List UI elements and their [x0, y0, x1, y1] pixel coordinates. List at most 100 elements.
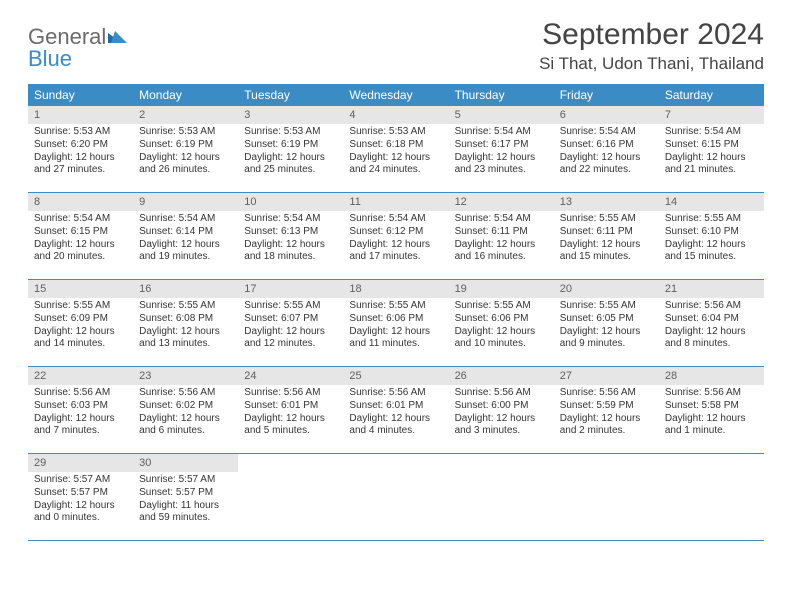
weekday-header: Tuesday	[238, 84, 343, 106]
daylight-text-line2: and 59 minutes.	[139, 512, 232, 525]
daylight-text-line2: and 27 minutes.	[34, 164, 127, 177]
daylight-text-line2: and 22 minutes.	[560, 164, 653, 177]
daylight-text-line1: Daylight: 12 hours	[665, 239, 758, 252]
brand-logo: GeneralBlue	[28, 18, 128, 72]
calendar-week: 1Sunrise: 5:53 AMSunset: 6:20 PMDaylight…	[28, 106, 764, 193]
sunrise-text: Sunrise: 5:55 AM	[349, 300, 442, 313]
calendar-day: 13Sunrise: 5:55 AMSunset: 6:11 PMDayligh…	[554, 193, 659, 279]
daylight-text-line2: and 4 minutes.	[349, 425, 442, 438]
weekday-header: Monday	[133, 84, 238, 106]
sunset-text: Sunset: 6:16 PM	[560, 139, 653, 152]
day-number: 24	[238, 367, 343, 385]
daylight-text-line1: Daylight: 12 hours	[244, 152, 337, 165]
day-number: 3	[238, 106, 343, 124]
calendar-day: 20Sunrise: 5:55 AMSunset: 6:05 PMDayligh…	[554, 280, 659, 366]
sunrise-text: Sunrise: 5:54 AM	[455, 213, 548, 226]
daylight-text-line2: and 8 minutes.	[665, 338, 758, 351]
daylight-text-line2: and 9 minutes.	[560, 338, 653, 351]
sunset-text: Sunset: 6:08 PM	[139, 313, 232, 326]
day-details: Sunrise: 5:56 AMSunset: 6:04 PMDaylight:…	[659, 300, 764, 355]
day-details: Sunrise: 5:56 AMSunset: 6:00 PMDaylight:…	[449, 387, 554, 442]
day-number: 12	[449, 193, 554, 211]
sunset-text: Sunset: 6:05 PM	[560, 313, 653, 326]
day-number: 20	[554, 280, 659, 298]
daylight-text-line1: Daylight: 12 hours	[665, 413, 758, 426]
sunset-text: Sunset: 5:59 PM	[560, 400, 653, 413]
daylight-text-line2: and 12 minutes.	[244, 338, 337, 351]
sunrise-text: Sunrise: 5:53 AM	[244, 126, 337, 139]
calendar-day: 16Sunrise: 5:55 AMSunset: 6:08 PMDayligh…	[133, 280, 238, 366]
daylight-text-line2: and 23 minutes.	[455, 164, 548, 177]
location-subtitle: Si That, Udon Thani, Thailand	[539, 54, 764, 74]
sunrise-text: Sunrise: 5:54 AM	[34, 213, 127, 226]
daylight-text-line2: and 7 minutes.	[34, 425, 127, 438]
daylight-text-line2: and 2 minutes.	[560, 425, 653, 438]
day-details: Sunrise: 5:53 AMSunset: 6:18 PMDaylight:…	[343, 126, 448, 181]
sunrise-text: Sunrise: 5:54 AM	[560, 126, 653, 139]
daylight-text-line1: Daylight: 12 hours	[560, 239, 653, 252]
calendar-day	[343, 454, 448, 540]
sunset-text: Sunset: 6:12 PM	[349, 226, 442, 239]
sunset-text: Sunset: 6:15 PM	[34, 226, 127, 239]
daylight-text-line2: and 11 minutes.	[349, 338, 442, 351]
sunrise-text: Sunrise: 5:55 AM	[560, 213, 653, 226]
calendar-day: 29Sunrise: 5:57 AMSunset: 5:57 PMDayligh…	[28, 454, 133, 540]
calendar-day: 14Sunrise: 5:55 AMSunset: 6:10 PMDayligh…	[659, 193, 764, 279]
sunset-text: Sunset: 6:01 PM	[349, 400, 442, 413]
day-details: Sunrise: 5:56 AMSunset: 6:03 PMDaylight:…	[28, 387, 133, 442]
day-number: 23	[133, 367, 238, 385]
calendar-week: 15Sunrise: 5:55 AMSunset: 6:09 PMDayligh…	[28, 280, 764, 367]
page: GeneralBlue September 2024 Si That, Udon…	[0, 0, 792, 541]
daylight-text-line2: and 1 minute.	[665, 425, 758, 438]
day-number: 19	[449, 280, 554, 298]
weekday-header: Wednesday	[343, 84, 448, 106]
sunset-text: Sunset: 6:11 PM	[455, 226, 548, 239]
day-number: 26	[449, 367, 554, 385]
day-details: Sunrise: 5:54 AMSunset: 6:15 PMDaylight:…	[28, 213, 133, 268]
calendar-day	[659, 454, 764, 540]
calendar-day: 5Sunrise: 5:54 AMSunset: 6:17 PMDaylight…	[449, 106, 554, 192]
daylight-text-line1: Daylight: 12 hours	[455, 413, 548, 426]
calendar-day: 22Sunrise: 5:56 AMSunset: 6:03 PMDayligh…	[28, 367, 133, 453]
day-details: Sunrise: 5:55 AMSunset: 6:10 PMDaylight:…	[659, 213, 764, 268]
sunset-text: Sunset: 6:00 PM	[455, 400, 548, 413]
daylight-text-line2: and 15 minutes.	[665, 251, 758, 264]
sunset-text: Sunset: 6:10 PM	[665, 226, 758, 239]
daylight-text-line1: Daylight: 12 hours	[34, 500, 127, 513]
day-details: Sunrise: 5:57 AMSunset: 5:57 PMDaylight:…	[28, 474, 133, 529]
calendar-day: 30Sunrise: 5:57 AMSunset: 5:57 PMDayligh…	[133, 454, 238, 540]
sunrise-text: Sunrise: 5:56 AM	[349, 387, 442, 400]
sunrise-text: Sunrise: 5:56 AM	[34, 387, 127, 400]
sunset-text: Sunset: 6:06 PM	[455, 313, 548, 326]
sunrise-text: Sunrise: 5:56 AM	[244, 387, 337, 400]
calendar-day: 2Sunrise: 5:53 AMSunset: 6:19 PMDaylight…	[133, 106, 238, 192]
header: GeneralBlue September 2024 Si That, Udon…	[28, 18, 764, 74]
sunset-text: Sunset: 6:15 PM	[665, 139, 758, 152]
sunrise-text: Sunrise: 5:56 AM	[665, 300, 758, 313]
daylight-text-line2: and 17 minutes.	[349, 251, 442, 264]
calendar-week: 29Sunrise: 5:57 AMSunset: 5:57 PMDayligh…	[28, 454, 764, 541]
daylight-text-line1: Daylight: 12 hours	[34, 326, 127, 339]
sunrise-text: Sunrise: 5:54 AM	[455, 126, 548, 139]
daylight-text-line1: Daylight: 12 hours	[244, 413, 337, 426]
day-details: Sunrise: 5:56 AMSunset: 6:01 PMDaylight:…	[238, 387, 343, 442]
daylight-text-line1: Daylight: 12 hours	[560, 152, 653, 165]
calendar-day	[449, 454, 554, 540]
day-details: Sunrise: 5:56 AMSunset: 5:59 PMDaylight:…	[554, 387, 659, 442]
daylight-text-line2: and 14 minutes.	[34, 338, 127, 351]
day-number: 6	[554, 106, 659, 124]
sunset-text: Sunset: 6:06 PM	[349, 313, 442, 326]
calendar: Sunday Monday Tuesday Wednesday Thursday…	[28, 84, 764, 541]
day-number: 30	[133, 454, 238, 472]
day-details: Sunrise: 5:53 AMSunset: 6:19 PMDaylight:…	[133, 126, 238, 181]
daylight-text-line2: and 21 minutes.	[665, 164, 758, 177]
daylight-text-line2: and 0 minutes.	[34, 512, 127, 525]
day-details: Sunrise: 5:54 AMSunset: 6:17 PMDaylight:…	[449, 126, 554, 181]
sunrise-text: Sunrise: 5:56 AM	[665, 387, 758, 400]
daylight-text-line1: Daylight: 12 hours	[349, 152, 442, 165]
daylight-text-line2: and 25 minutes.	[244, 164, 337, 177]
sunset-text: Sunset: 6:09 PM	[34, 313, 127, 326]
sunset-text: Sunset: 6:19 PM	[139, 139, 232, 152]
daylight-text-line1: Daylight: 12 hours	[665, 152, 758, 165]
day-number: 13	[554, 193, 659, 211]
